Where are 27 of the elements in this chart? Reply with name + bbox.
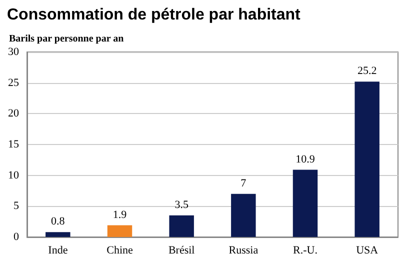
bar <box>107 225 132 237</box>
y-tick-label: 20 <box>8 108 20 120</box>
y-tick-label: 25 <box>8 76 20 89</box>
bar <box>46 232 70 237</box>
x-tick-label: Inde <box>48 244 68 256</box>
data-label: 3.5 <box>174 198 189 211</box>
x-tick-label: Russia <box>228 244 258 256</box>
data-label: 7 <box>240 177 247 190</box>
y-tick-label: 0 <box>14 231 20 243</box>
y-tick-label: 10 <box>8 169 20 182</box>
x-tick-label: R.-U. <box>293 244 318 256</box>
bar <box>354 82 380 237</box>
chart-title: Consommation de pétrole par habitant <box>7 6 302 24</box>
bar <box>231 194 256 237</box>
x-tick-label: Brésil <box>168 244 195 256</box>
y-tick-label: 5 <box>14 200 20 212</box>
data-label: 25.2 <box>357 65 377 78</box>
data-label: 1.9 <box>112 208 128 221</box>
bar <box>169 215 194 237</box>
data-label: 10.9 <box>296 153 316 166</box>
y-tick-label: 15 <box>8 138 20 150</box>
x-tick-label: Chine <box>106 244 133 256</box>
y-tick-label: 30 <box>8 46 20 58</box>
x-tick-label: USA <box>356 244 378 256</box>
y-axis-title: Barils par personne par an <box>9 34 124 44</box>
bar <box>292 170 318 237</box>
data-label: 0.8 <box>51 216 66 228</box>
